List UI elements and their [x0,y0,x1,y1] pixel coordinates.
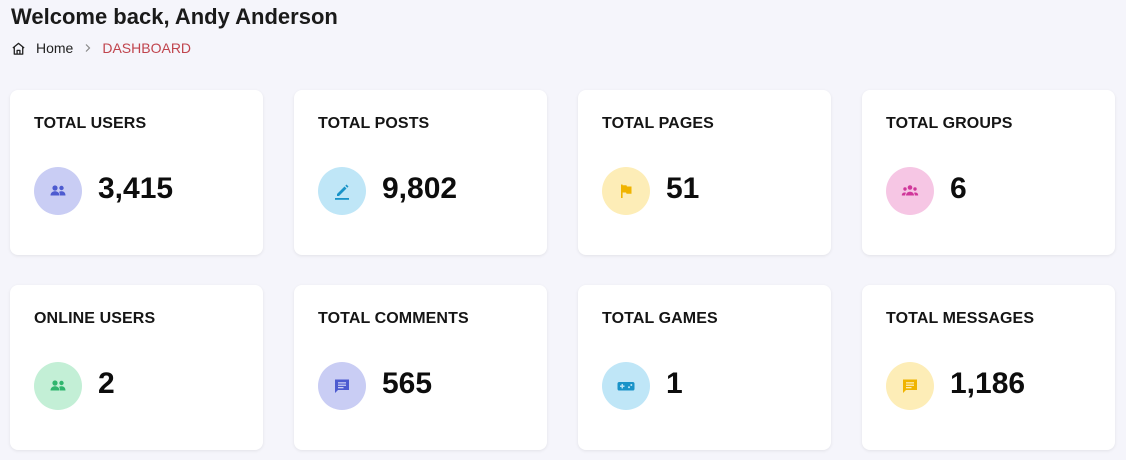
stat-card-total-games: TOTAL GAMES 1 [578,285,831,450]
stat-card-total-messages: TOTAL MESSAGES 1,186 [862,285,1115,450]
breadcrumb: Home DASHBOARD [11,40,191,56]
stat-card-title: TOTAL POSTS [318,115,430,132]
stat-card-title: ONLINE USERS [34,310,156,327]
stat-card-total-users: TOTAL USERS 3,415 [10,90,263,255]
breadcrumb-current: DASHBOARD [102,40,192,56]
breadcrumb-home-link[interactable]: Home [36,40,74,56]
stat-card-value: 6 [950,172,967,205]
stat-card-title: TOTAL GROUPS [886,115,1013,132]
stat-card-value: 51 [666,172,700,205]
stat-card-value: 9,802 [382,172,458,205]
page-title: Welcome back, Andy Anderson [11,4,338,29]
users-icon [34,167,82,215]
stat-card-value: 565 [382,367,433,400]
group-icon [886,167,934,215]
message-icon [886,362,934,410]
chevron-right-icon [85,44,91,52]
flag-icon [602,167,650,215]
stat-card-total-comments: TOTAL COMMENTS 565 [294,285,547,450]
stat-card-total-pages: TOTAL PAGES 51 [578,90,831,255]
stat-card-title: TOTAL COMMENTS [318,310,469,327]
online-users-icon [34,362,82,410]
stat-card-online-users: ONLINE USERS 2 [10,285,263,450]
stat-card-title: TOTAL GAMES [602,310,718,327]
stat-card-value: 1,186 [950,367,1026,400]
stat-card-title: TOTAL PAGES [602,115,714,132]
stat-card-title: TOTAL USERS [34,115,147,132]
stat-card-value: 2 [98,367,115,400]
stat-card-title: TOTAL MESSAGES [886,310,1035,327]
comment-icon [318,362,366,410]
gamepad-icon [602,362,650,410]
stat-card-value: 1 [666,367,683,400]
edit-icon [318,167,366,215]
stat-card-value: 3,415 [98,172,174,205]
stat-card-total-posts: TOTAL POSTS 9,802 [294,90,547,255]
stat-card-total-groups: TOTAL GROUPS 6 [862,90,1115,255]
home-icon[interactable] [11,41,26,56]
